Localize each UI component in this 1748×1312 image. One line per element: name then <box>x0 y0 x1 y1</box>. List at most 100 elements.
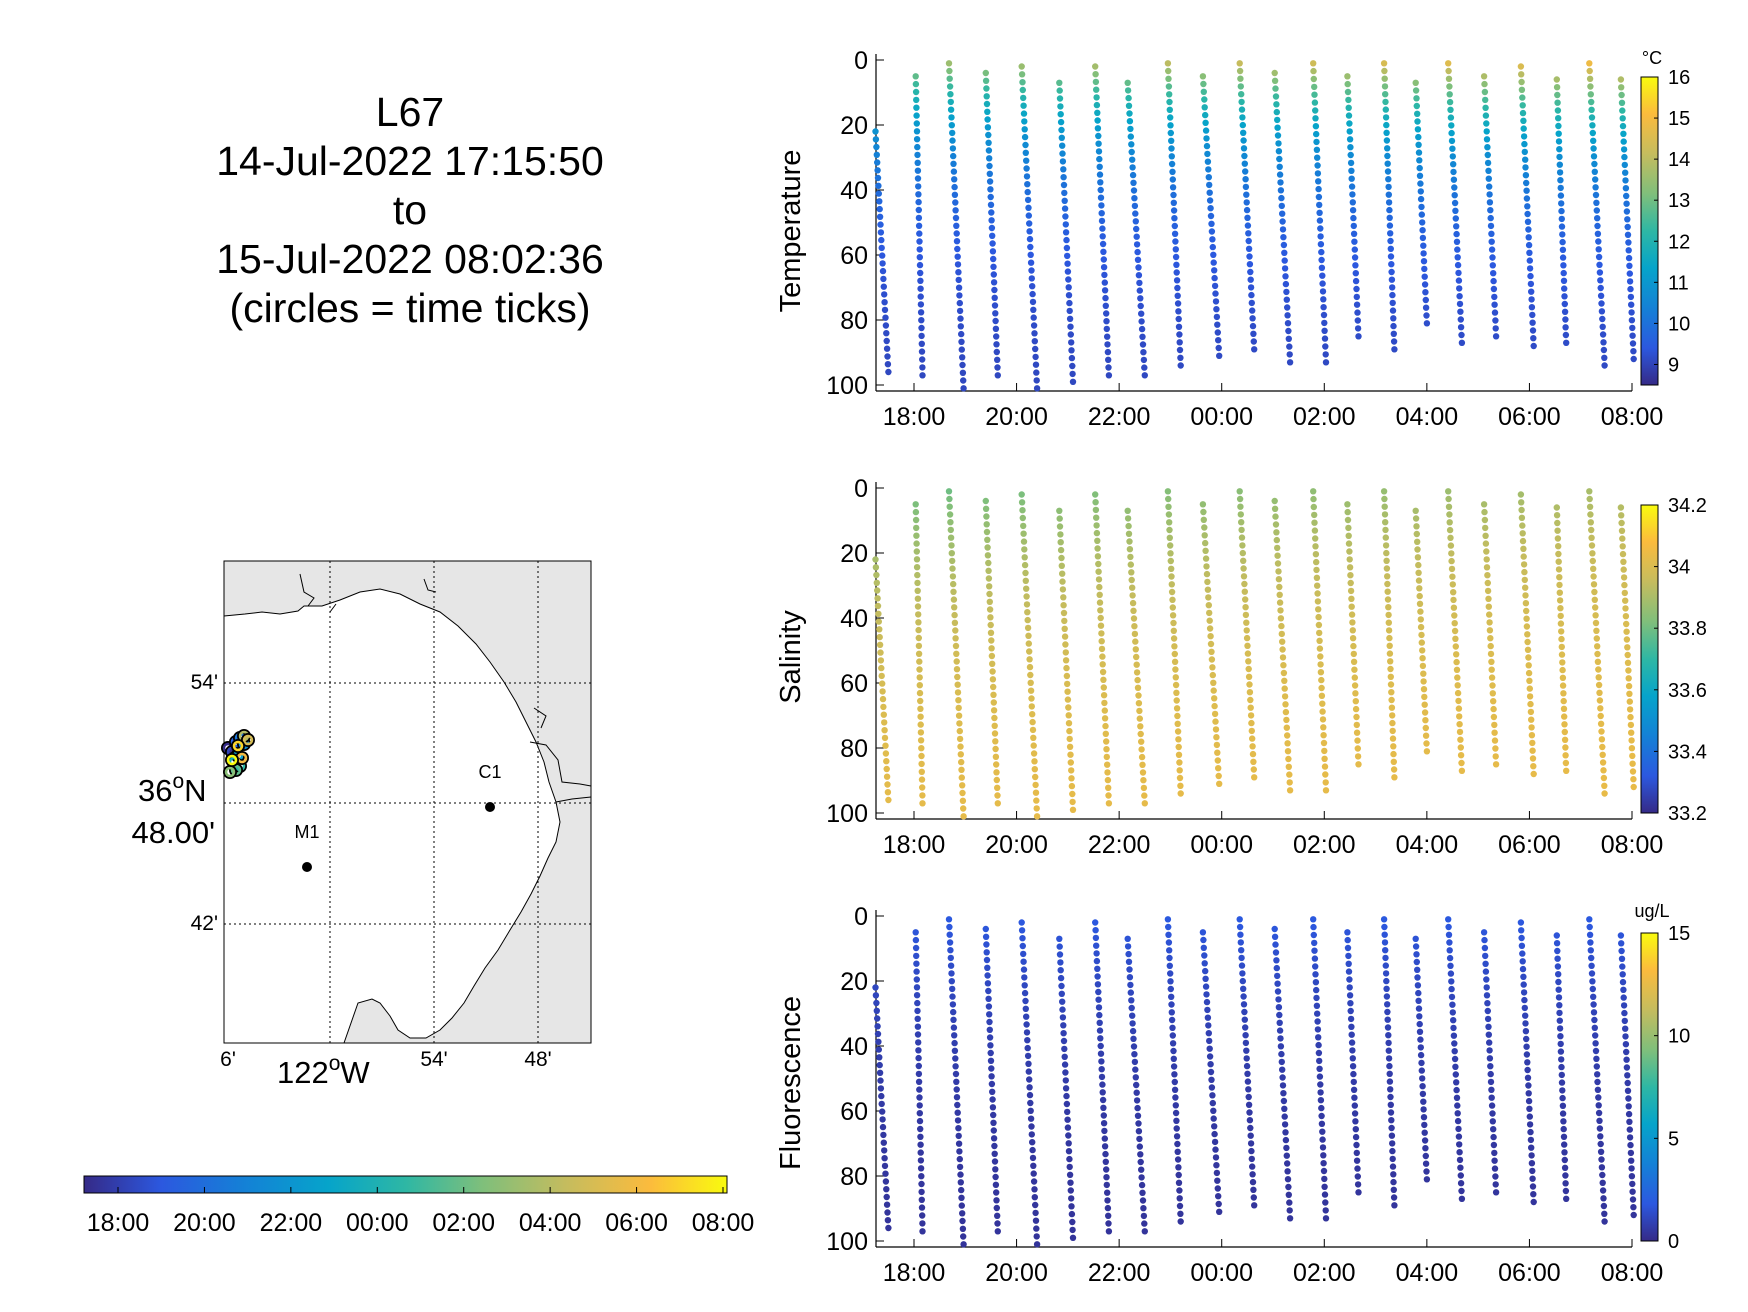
data-point <box>1247 284 1255 291</box>
data-point <box>1027 1099 1034 1107</box>
data-point <box>1242 176 1249 183</box>
data-point <box>1529 739 1536 747</box>
data-point <box>1068 1203 1075 1210</box>
data-point <box>915 634 922 642</box>
data-point <box>992 745 999 753</box>
data-point <box>1386 1070 1393 1078</box>
data-point <box>1417 623 1425 631</box>
time-colorbar-tick-label: 20:00 <box>173 1209 236 1237</box>
data-point <box>1484 151 1492 159</box>
data-point <box>1028 703 1036 710</box>
data-point <box>1028 267 1035 274</box>
data-point <box>1590 993 1597 1000</box>
data-point <box>958 766 965 773</box>
data-point <box>1068 354 1076 362</box>
data-point <box>994 792 1001 799</box>
data-point <box>987 1057 995 1065</box>
data-point <box>1211 710 1219 718</box>
data-point <box>1388 1117 1395 1124</box>
data-point <box>1172 1094 1179 1101</box>
data-point <box>1560 262 1567 269</box>
data-point <box>913 564 921 571</box>
data-point <box>1100 692 1108 699</box>
data-point <box>1414 538 1421 545</box>
data-point <box>986 155 993 162</box>
data-point <box>1448 122 1455 129</box>
data-point <box>986 583 993 590</box>
data-point <box>1170 1055 1178 1063</box>
data-point <box>1243 206 1251 214</box>
data-point <box>1594 643 1601 650</box>
data-point <box>1485 1023 1492 1030</box>
data-point <box>1622 597 1629 604</box>
data-point <box>1245 658 1252 665</box>
data-point <box>1519 958 1526 965</box>
data-point <box>876 626 883 633</box>
data-point <box>1448 985 1455 993</box>
data-point <box>1559 1102 1567 1110</box>
data-point <box>1486 199 1494 206</box>
data-point <box>1483 976 1490 983</box>
data-point <box>884 1209 891 1216</box>
data-point <box>1057 103 1064 110</box>
data-point <box>1276 1019 1283 1026</box>
data-point <box>1092 499 1099 506</box>
data-point <box>1422 717 1429 724</box>
data-point <box>1445 60 1452 67</box>
data-point <box>1595 666 1602 673</box>
data-point <box>916 238 923 245</box>
data-point <box>1251 1202 1258 1209</box>
data-point <box>1029 718 1036 726</box>
data-point <box>1279 218 1286 225</box>
data-point <box>1419 234 1427 242</box>
data-point <box>1588 106 1595 114</box>
data-point <box>1626 690 1633 697</box>
data-point <box>1628 309 1635 316</box>
data-point <box>1173 1125 1180 1132</box>
data-point <box>1452 1063 1459 1071</box>
data-point <box>1619 107 1626 114</box>
data-point <box>1320 296 1327 303</box>
data-point <box>1321 1183 1328 1191</box>
data-point <box>1487 1063 1494 1070</box>
data-point <box>1486 611 1493 618</box>
data-point <box>1201 96 1208 103</box>
data-point <box>1137 295 1144 302</box>
data-point <box>1171 643 1178 650</box>
data-point <box>985 987 992 995</box>
data-point <box>1521 140 1528 148</box>
data-point <box>1382 106 1390 113</box>
data-point <box>1242 604 1249 611</box>
data-point <box>946 511 954 518</box>
data-point <box>1620 986 1627 993</box>
data-point <box>1169 596 1176 603</box>
data-point <box>1528 724 1535 731</box>
data-point <box>949 993 956 1000</box>
data-point <box>1020 958 1027 965</box>
data-point <box>877 649 884 656</box>
data-point <box>1530 763 1537 770</box>
data-point <box>1420 250 1427 257</box>
data-point <box>1386 214 1393 221</box>
data-point <box>1031 338 1039 345</box>
data-point <box>1093 514 1100 521</box>
data-point <box>1351 666 1358 673</box>
data-point <box>1310 503 1318 511</box>
data-point <box>1271 925 1278 933</box>
data-point <box>1488 230 1495 237</box>
data-point <box>1248 299 1256 307</box>
data-point <box>1423 740 1430 747</box>
data-point <box>1559 1094 1566 1102</box>
data-point <box>1450 1024 1457 1032</box>
data-point <box>1351 1110 1359 1117</box>
data-point <box>1590 581 1598 588</box>
data-point <box>1202 983 1210 990</box>
data-point <box>1526 1113 1534 1120</box>
data-point <box>1385 1047 1393 1054</box>
data-point <box>1131 1051 1138 1058</box>
data-point <box>1100 1104 1107 1112</box>
data-point <box>1589 122 1596 129</box>
data-point <box>1451 1055 1459 1063</box>
data-point <box>1524 1059 1531 1066</box>
